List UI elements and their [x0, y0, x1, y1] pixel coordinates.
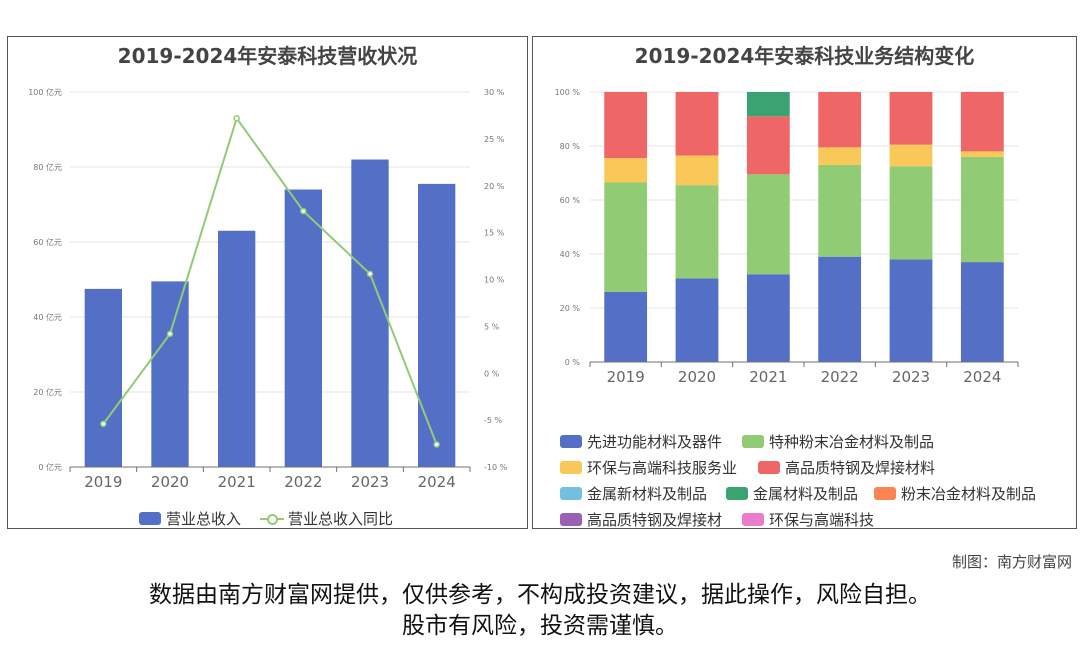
stacked-bar-segment	[818, 164, 862, 257]
y-axis-right-tick-label: 25 %	[484, 135, 505, 144]
y-axis-right-tick-label: 10 %	[484, 276, 505, 285]
stacked-bar-segment	[889, 166, 933, 260]
revenue-bar	[418, 183, 456, 467]
disclaimer-line-1: 数据由南方财富网提供，仅供参考，不构成投资建议，据此操作，风险自担。	[149, 582, 931, 608]
revenue-bar	[151, 281, 189, 467]
revenue-bar	[284, 189, 322, 467]
revenue-yoy-point	[366, 270, 374, 278]
y-axis-left-tick-label: 20 亿元	[33, 387, 62, 397]
x-axis-tick-label: 2022	[284, 473, 322, 491]
y-axis-left-tick-label: 60 亿元	[33, 237, 62, 247]
revenue-chart-title: 2019-2024年安泰科技营收状况	[117, 44, 418, 68]
y-axis-right-tick-label: 0 %	[484, 369, 500, 378]
revenue-chart-svg: 0 亿元 20 亿元 40 亿元 60 亿元 80 亿元 100 亿元 -10 % -5 % 0…	[28, 87, 508, 491]
x-axis-tick-label: 2020	[678, 368, 716, 386]
structure-chart-panel: 2019-2024年安泰科技业务结构变化 0 % 20 % 40 % 60 % 80 %…	[532, 36, 1077, 529]
x-axis-tick-label: 2019	[607, 368, 645, 386]
y-axis-tick-label: 80 %	[560, 142, 581, 151]
stacked-bar-segment	[960, 262, 1004, 362]
stacked-bar-segment	[889, 92, 933, 145]
x-axis-tick-label: 2021	[749, 368, 787, 386]
y-axis-tick-label: 100 %	[555, 88, 581, 97]
stacked-bar-segment	[746, 116, 790, 175]
revenue-bar	[218, 230, 256, 467]
x-axis-tick-label: 2020	[151, 473, 189, 491]
y-axis-tick-label: 0 %	[565, 358, 581, 367]
x-axis-tick-label: 2023	[892, 368, 930, 386]
revenue-bar	[351, 159, 389, 467]
stacked-bar-segment	[960, 156, 1004, 263]
stacked-bar-segment	[818, 147, 862, 165]
stacked-bar-segment	[746, 92, 790, 117]
y-axis-left-tick-label: 80 亿元	[33, 162, 62, 172]
y-axis-right-tick-label: -5 %	[484, 416, 503, 425]
revenue-yoy-point	[233, 115, 240, 122]
disclaimer: 数据由南方财富网提供，仅供参考，不构成投资建议，据此操作，风险自担。 股市有风险…	[0, 580, 1080, 642]
x-axis-tick-label: 2019	[84, 473, 122, 491]
stacked-bar-segment	[889, 144, 933, 167]
stacked-bar-segment	[746, 274, 790, 362]
stacked-bar-segment	[818, 256, 862, 362]
stacked-bar-segment	[604, 158, 648, 183]
stacked-bar-segment	[818, 92, 862, 148]
x-axis-tick-label: 2024	[963, 368, 1001, 386]
disclaimer-line-2: 股市有风险，投资需谨慎。	[402, 613, 678, 639]
revenue-yoy-point	[166, 330, 174, 338]
revenue-chart-panel: 2019-2024年安泰科技营收状况 0 亿元 20 亿元 40 亿元 60 亿元 80…	[7, 36, 528, 529]
stacked-bar-segment	[960, 151, 1004, 157]
structure-chart-title: 2019-2024年安泰科技业务结构变化	[634, 44, 975, 68]
y-axis-tick-label: 20 %	[560, 304, 581, 313]
y-axis-tick-label: 40 %	[560, 250, 581, 259]
y-axis-left-tick-label: 40 亿元	[33, 312, 62, 322]
y-axis-right-tick-label: -10 %	[484, 463, 508, 472]
revenue-bar	[84, 288, 122, 467]
chart-credit: 制图：南方财富网	[951, 553, 1072, 571]
stacked-bar-segment	[675, 92, 719, 156]
y-axis-right-tick-label: 15 %	[484, 229, 505, 238]
x-axis-tick-label: 2024	[418, 473, 456, 491]
stacked-bar-segment	[746, 174, 790, 275]
stacked-bar-segment	[675, 185, 719, 279]
y-axis-right-tick-label: 5 %	[484, 322, 500, 331]
x-axis-tick-label: 2023	[351, 473, 389, 491]
revenue-yoy-point	[100, 420, 107, 428]
structure-chart-svg: 0 % 20 % 40 % 60 % 80 % 100 % 2019 2020 2021 2022…	[555, 88, 1019, 386]
stacked-bar-segment	[675, 155, 719, 186]
revenue-yoy-point	[433, 441, 440, 448]
stacked-bar-segment	[675, 278, 719, 362]
revenue-yoy-point	[300, 207, 307, 215]
y-axis-left-tick-label: 0 亿元	[38, 462, 62, 472]
x-axis-tick-label: 2022	[821, 368, 859, 386]
y-axis-tick-label: 60 %	[560, 196, 581, 205]
stacked-bar-segment	[604, 92, 648, 159]
stacked-bar-segment	[889, 259, 933, 362]
stacked-bar-segment	[604, 291, 648, 362]
stacked-bar-segment	[960, 92, 1004, 152]
y-axis-right-tick-label: 20 %	[484, 182, 505, 191]
stacked-bar-segment	[604, 182, 648, 292]
revenue-yoy-line	[102, 116, 438, 445]
x-axis-tick-label: 2021	[218, 473, 256, 491]
y-axis-right-tick-label: 30 %	[484, 88, 505, 97]
y-axis-left-tick-label: 100 亿元	[28, 87, 62, 97]
